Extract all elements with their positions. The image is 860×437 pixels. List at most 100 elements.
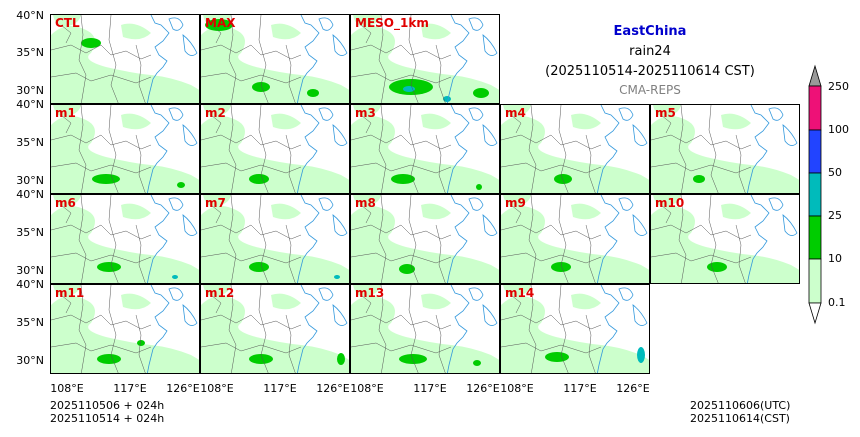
light-rain-area <box>271 294 301 310</box>
precip-cell <box>249 174 269 184</box>
lat-label-40-row2: 40°N <box>0 98 44 111</box>
panel-m14: m14 <box>500 284 650 374</box>
lat-label-30-row2: 30°N <box>0 174 44 187</box>
lon-label-108-col1: 108°E <box>42 382 92 395</box>
precip-cell <box>476 184 482 190</box>
panel-label: CTL <box>55 16 80 30</box>
footer-valid-block: 2025110606(UTC) 2025110614(CST) <box>690 399 790 425</box>
lon-label-108-col3: 108°E <box>342 382 392 395</box>
precip-cell <box>97 262 121 272</box>
light-rain-area <box>271 24 301 40</box>
panel-label: m10 <box>655 196 684 210</box>
lon-label-117-col2: 117°E <box>255 382 305 395</box>
precip-cell <box>473 88 489 98</box>
light-rain-area <box>121 294 151 310</box>
panel-label: m4 <box>505 106 526 120</box>
colorbar-bin-100-250 <box>809 86 821 130</box>
colorbar-label-50: 50 <box>828 166 842 179</box>
panel-m13: m13 <box>350 284 500 374</box>
panel-m10: m10 <box>650 194 800 284</box>
lon-label-117-col3: 117°E <box>405 382 455 395</box>
panel-m1: m1 <box>50 104 200 194</box>
precip-cell <box>399 354 427 364</box>
footer-valid-cst: 2025110614(CST) <box>690 412 790 425</box>
precip-cell <box>693 175 705 183</box>
panel-m6: m6 <box>50 194 200 284</box>
precip-cell <box>545 352 569 362</box>
panel-m12: m12 <box>200 284 350 374</box>
lon-label-117-col1: 117°E <box>105 382 155 395</box>
lat-label-30-row1: 30°N <box>0 84 44 97</box>
variable-title: rain24 <box>540 44 760 59</box>
panel-label: m7 <box>205 196 226 210</box>
lat-label-35-row1: 35°N <box>0 46 44 59</box>
system-title: CMA-REPS <box>540 83 760 97</box>
colorbar-label-25: 25 <box>828 209 842 222</box>
precip-cell <box>554 174 572 184</box>
colorbar-bin-0.1-10 <box>809 259 821 303</box>
precip-cell <box>307 89 319 97</box>
precip-cell <box>473 360 481 366</box>
light-rain-area <box>421 294 451 310</box>
precip-cell <box>249 262 269 272</box>
colorbar-bin-10-25 <box>809 216 821 259</box>
precip-cell <box>92 174 120 184</box>
footer-init-utc: 2025110506 + 024h <box>50 399 164 412</box>
panel-label: m1 <box>55 106 76 120</box>
light-rain-area <box>571 114 601 130</box>
panel-max: MAX <box>200 14 350 104</box>
precip-cell <box>707 262 727 272</box>
light-rain-area <box>721 204 751 220</box>
precip-cell <box>252 82 270 92</box>
panel-label: m14 <box>505 286 534 300</box>
precip-cell <box>337 353 345 365</box>
panel-m8: m8 <box>350 194 500 284</box>
colorbar <box>800 64 830 326</box>
panel-meso_1km: MESO_1km <box>350 14 500 104</box>
region-title: EastChina <box>540 24 760 39</box>
panel-m11: m11 <box>50 284 200 374</box>
colorbar-label-100: 100 <box>828 123 849 136</box>
colorbar-label-250: 250 <box>828 80 849 93</box>
period-title: (2025110514-2025110614 CST) <box>530 64 770 79</box>
lon-label-108-col2: 108°E <box>192 382 242 395</box>
panel-label: MAX <box>205 16 235 30</box>
panel-label: m11 <box>55 286 84 300</box>
lat-label-40-row1: 40°N <box>0 9 44 22</box>
panel-m9: m9 <box>500 194 650 284</box>
panel-label: m13 <box>355 286 384 300</box>
panel-m5: m5 <box>650 104 800 194</box>
panel-m7: m7 <box>200 194 350 284</box>
panel-label: m6 <box>55 196 76 210</box>
lon-label-117-col4: 117°E <box>555 382 605 395</box>
footer-valid-utc: 2025110606(UTC) <box>690 399 790 412</box>
lon-label-126-col4: 126°E <box>608 382 658 395</box>
panel-label: m5 <box>655 106 676 120</box>
panel-label: m9 <box>505 196 526 210</box>
colorbar-bin-50-100 <box>809 130 821 173</box>
colorbar-extend-top <box>809 66 821 86</box>
footer-init-block: 2025110506 + 024h 2025110514 + 024h <box>50 399 164 425</box>
lat-label-35-row3: 35°N <box>0 226 44 239</box>
light-rain-area <box>121 204 151 220</box>
panel-label: m12 <box>205 286 234 300</box>
precip-cell <box>637 347 645 363</box>
colorbar-extend-bottom <box>809 303 821 323</box>
lat-label-35-row4: 35°N <box>0 316 44 329</box>
footer-init-cst: 2025110514 + 024h <box>50 412 164 425</box>
lat-label-30-row3: 30°N <box>0 264 44 277</box>
lat-label-40-row3: 40°N <box>0 188 44 201</box>
lon-label-108-col4: 108°E <box>492 382 542 395</box>
panel-label: m3 <box>355 106 376 120</box>
light-rain-area <box>721 114 751 130</box>
precip-cell <box>172 275 178 279</box>
light-rain-area <box>271 204 301 220</box>
precip-cell <box>443 96 451 102</box>
colorbar-bin-25-50 <box>809 173 821 216</box>
lat-label-30-row4: 30°N <box>0 354 44 367</box>
lat-label-40-row4: 40°N <box>0 278 44 291</box>
light-rain-area <box>121 114 151 130</box>
light-rain-area <box>571 294 601 310</box>
precip-cell <box>177 182 185 188</box>
light-rain-area <box>121 24 151 40</box>
